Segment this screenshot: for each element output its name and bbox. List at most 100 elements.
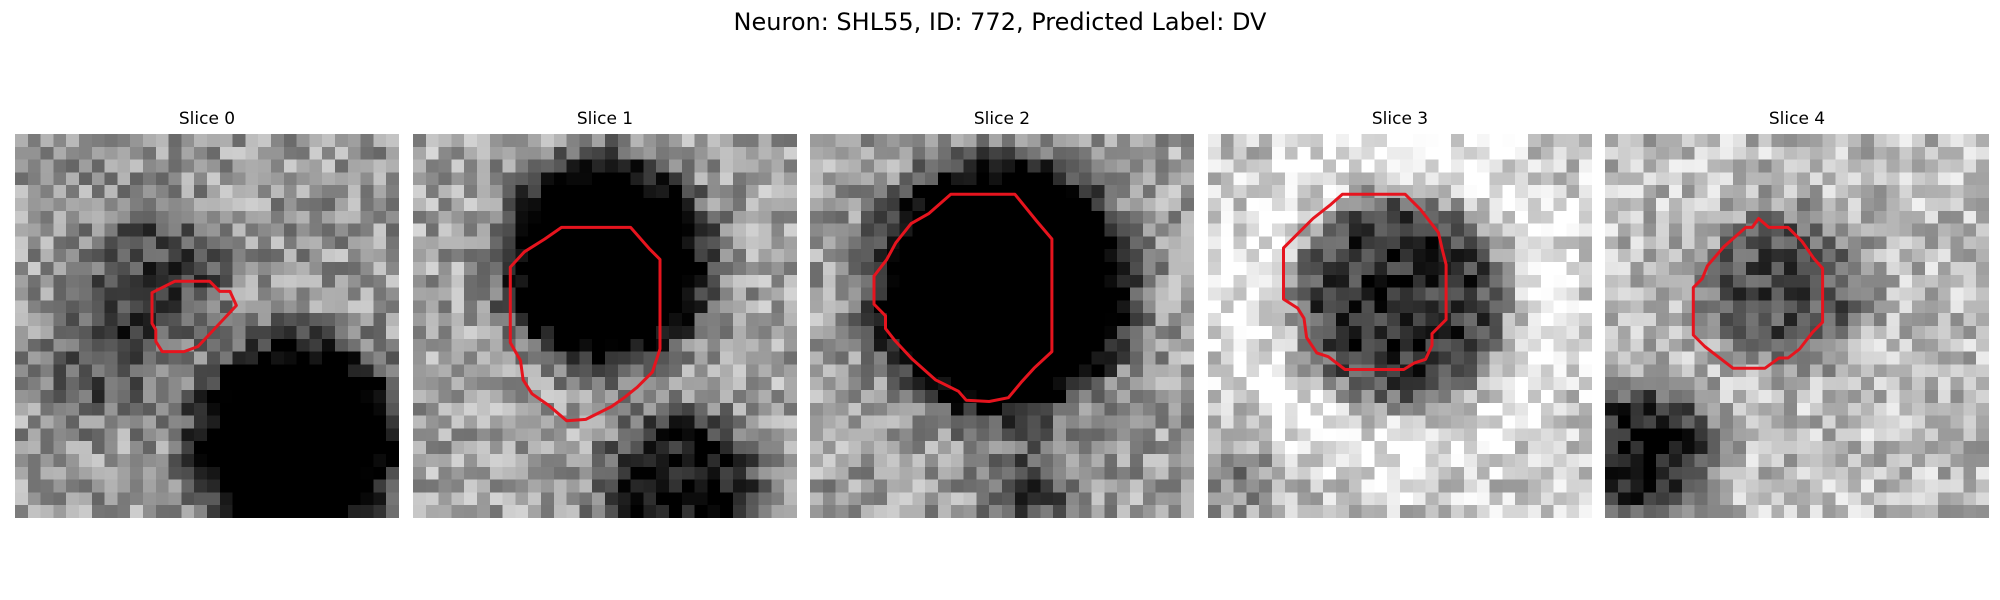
pixel-cell (271, 466, 285, 480)
pixel-cell (1925, 300, 1939, 314)
pixel-cell (694, 454, 708, 468)
pixel-cell (386, 300, 399, 314)
pixel-cell (899, 492, 913, 506)
pixel-cell (784, 198, 797, 212)
pixel-cell (1348, 351, 1362, 365)
pixel-cell (1361, 223, 1375, 237)
pixel-cell (886, 390, 900, 404)
pixel-cell (489, 454, 503, 468)
pixel-cell (232, 236, 246, 250)
pixel-cell (1027, 249, 1041, 263)
pixel-cell (464, 351, 478, 365)
pixel-cell (1822, 492, 1836, 506)
pixel-cell (745, 364, 759, 378)
pixel-cell (592, 428, 606, 442)
pixel-cell (592, 377, 606, 391)
pixel-cell (1387, 326, 1401, 340)
pixel-cell (1323, 300, 1337, 314)
pixel-cell (720, 338, 734, 352)
pixel-cell (271, 210, 285, 224)
pixel-cell (117, 146, 131, 160)
pixel-cell (413, 134, 427, 148)
pixel-cell (1387, 262, 1401, 276)
pixel-cell (592, 236, 606, 250)
pixel-cell (1348, 198, 1362, 212)
pixel-cell (758, 313, 772, 327)
pixel-cell (1669, 351, 1683, 365)
pixel-cell (1963, 402, 1977, 416)
pixel-cell (283, 274, 297, 288)
pixel-cell (1091, 300, 1105, 314)
pixel-cell (335, 146, 349, 160)
pixel-cell (1464, 287, 1478, 301)
pixel-cell (1336, 223, 1350, 237)
pixel-cell (1745, 262, 1759, 276)
pixel-cell (1579, 466, 1592, 480)
pixel-cell (1040, 185, 1054, 199)
pixel-cell (1528, 313, 1542, 327)
pixel-cell (1400, 390, 1414, 404)
pixel-cell (1502, 262, 1516, 276)
pixel-cell (1963, 415, 1977, 429)
pixel-cell (681, 492, 695, 506)
pixel-cell (322, 441, 336, 455)
pixel-cell (296, 198, 310, 212)
pixel-cell (1438, 377, 1452, 391)
pixel-cell (130, 415, 144, 429)
pixel-cell (1336, 236, 1350, 250)
pixel-cell (15, 492, 29, 506)
pixel-cell (989, 377, 1003, 391)
pixel-cell (1848, 287, 1862, 301)
pixel-cell (1643, 454, 1657, 468)
pixel-cell (848, 377, 862, 391)
pixel-cell (669, 454, 683, 468)
pixel-cell (413, 185, 427, 199)
pixel-cell (1323, 415, 1337, 429)
pixel-cell (835, 466, 849, 480)
pixel-cell (1925, 326, 1939, 340)
pixel-cell (1553, 492, 1567, 506)
pixel-cell (694, 313, 708, 327)
pixel-cell (771, 223, 785, 237)
pixel-cell (155, 249, 169, 263)
pixel-cell (1310, 134, 1324, 148)
pixel-cell (963, 351, 977, 365)
pixel-cell (912, 287, 926, 301)
pixel-cell (1425, 415, 1439, 429)
pixel-cell (1515, 415, 1529, 429)
pixel-cell (1848, 236, 1862, 250)
pixel-cell (1387, 492, 1401, 506)
pixel-cell (707, 262, 721, 276)
pixel-cell (373, 479, 387, 493)
pixel-cell (438, 351, 452, 365)
pixel-cell (733, 185, 747, 199)
pixel-cell (1297, 210, 1311, 224)
pixel-cell (771, 198, 785, 212)
pixel-cell (1861, 159, 1875, 173)
pixel-cell (53, 479, 67, 493)
pixel-cell (1643, 492, 1657, 506)
pixel-cell (451, 390, 465, 404)
pixel-cell (950, 454, 964, 468)
pixel-cell (1656, 402, 1670, 416)
pixel-cell (1246, 159, 1260, 173)
pixel-cell (1669, 300, 1683, 314)
pixel-cell (1873, 364, 1887, 378)
pixel-cell (1553, 210, 1567, 224)
pixel-cell (1605, 390, 1619, 404)
pixel-cell (1758, 326, 1772, 340)
pixel-cell (66, 159, 80, 173)
pixel-cell (1707, 428, 1721, 442)
pixel-cell (502, 466, 516, 480)
pixel-cell (168, 466, 182, 480)
pixel-cell (489, 223, 503, 237)
pixel-cell (27, 415, 41, 429)
pixel-cell (1142, 262, 1156, 276)
pixel-cell (1323, 274, 1337, 288)
pixel-cell (15, 338, 29, 352)
pixel-cell (1899, 402, 1913, 416)
pixel-cell (1104, 402, 1118, 416)
pixel-cell (1976, 377, 1989, 391)
pixel-cell (1553, 262, 1567, 276)
pixel-cell (1489, 454, 1503, 468)
